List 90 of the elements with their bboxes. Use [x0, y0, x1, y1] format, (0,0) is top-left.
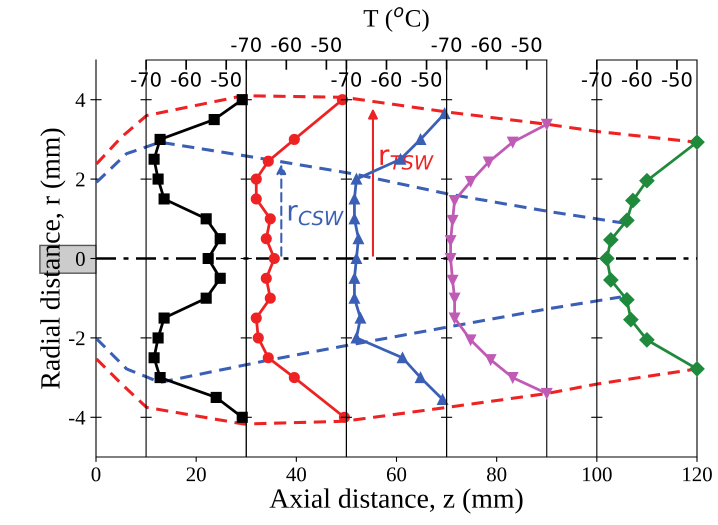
y-tick-label: 4 [76, 93, 86, 107]
point [396, 352, 408, 364]
point [465, 176, 476, 188]
point [449, 194, 460, 206]
point [154, 372, 166, 384]
point [264, 292, 276, 304]
point [148, 154, 160, 165]
point [202, 252, 214, 264]
point [445, 235, 456, 246]
point [352, 233, 364, 244]
y-tick-label: 2 [76, 172, 84, 186]
point [348, 213, 360, 224]
point [350, 332, 362, 344]
point [268, 252, 280, 264]
y-tick-label: 0 [76, 252, 85, 266]
point [447, 214, 458, 226]
point [158, 312, 170, 324]
x-tick-label: -50 [412, 72, 442, 87]
point [483, 156, 494, 168]
point [214, 233, 226, 244]
point [449, 292, 460, 304]
x-tick-label: -60 [171, 72, 201, 87]
x-tick-label: 40 [286, 467, 306, 482]
point [264, 213, 276, 224]
point [449, 312, 460, 324]
x-tick-label: -70 [231, 37, 261, 52]
point [214, 272, 226, 284]
point [260, 272, 272, 284]
x-tick-label: -70 [432, 37, 462, 52]
point [200, 213, 212, 224]
point [158, 193, 170, 205]
point [210, 392, 222, 404]
point [148, 352, 160, 364]
point [445, 252, 456, 264]
y-axis-title: Radial distance, r (mm) [40, 128, 66, 389]
x-tick-label: -60 [372, 72, 402, 87]
chart-title: T ($^{o}$C) [364, 7, 429, 32]
point [250, 174, 262, 185]
point [252, 332, 264, 344]
y-tick-label: -4 [69, 410, 86, 425]
point [619, 212, 634, 228]
x-tick-label: -50 [211, 72, 241, 87]
point [348, 292, 360, 304]
point [447, 274, 458, 286]
point [485, 354, 496, 366]
x-axis-title: Axial distance, z (mm) [270, 488, 523, 514]
x-tick-label: -60 [271, 37, 301, 52]
point [354, 312, 366, 324]
x-tick-label: 120 [683, 467, 712, 482]
point [154, 134, 166, 145]
point [465, 334, 476, 346]
annotation: r$_{CSW}$ [288, 204, 344, 226]
x-tick-label: 20 [186, 467, 206, 482]
point [350, 252, 362, 264]
point [288, 372, 300, 384]
x-tick-label: -50 [662, 72, 692, 87]
x-tick-label: 60 [386, 467, 406, 482]
y-tick-label: -2 [69, 331, 84, 346]
point [350, 174, 362, 185]
point [619, 292, 634, 308]
point [250, 193, 262, 205]
x-tick-label: -60 [472, 37, 502, 52]
point [414, 372, 426, 384]
point [437, 394, 448, 405]
point [639, 332, 654, 348]
point [507, 372, 518, 384]
point [507, 136, 518, 148]
point [152, 174, 164, 185]
point [200, 292, 212, 304]
point [599, 250, 614, 266]
point [603, 272, 618, 288]
point [625, 192, 640, 208]
point [623, 312, 638, 328]
x-tick-label: -50 [512, 37, 542, 52]
point [288, 134, 300, 145]
point [639, 173, 654, 188]
point [208, 114, 220, 126]
x-tick-label: 0 [92, 467, 100, 482]
point [348, 272, 360, 284]
point [250, 312, 262, 324]
x-tick-label: -60 [622, 72, 652, 87]
x-tick-label: 80 [487, 467, 506, 482]
x-tick-label: -50 [311, 37, 341, 52]
point [262, 352, 274, 364]
x-tick-label: 100 [583, 467, 612, 482]
point [152, 332, 164, 344]
point [348, 193, 360, 205]
point [414, 134, 426, 145]
point [603, 232, 618, 248]
point [260, 233, 272, 244]
